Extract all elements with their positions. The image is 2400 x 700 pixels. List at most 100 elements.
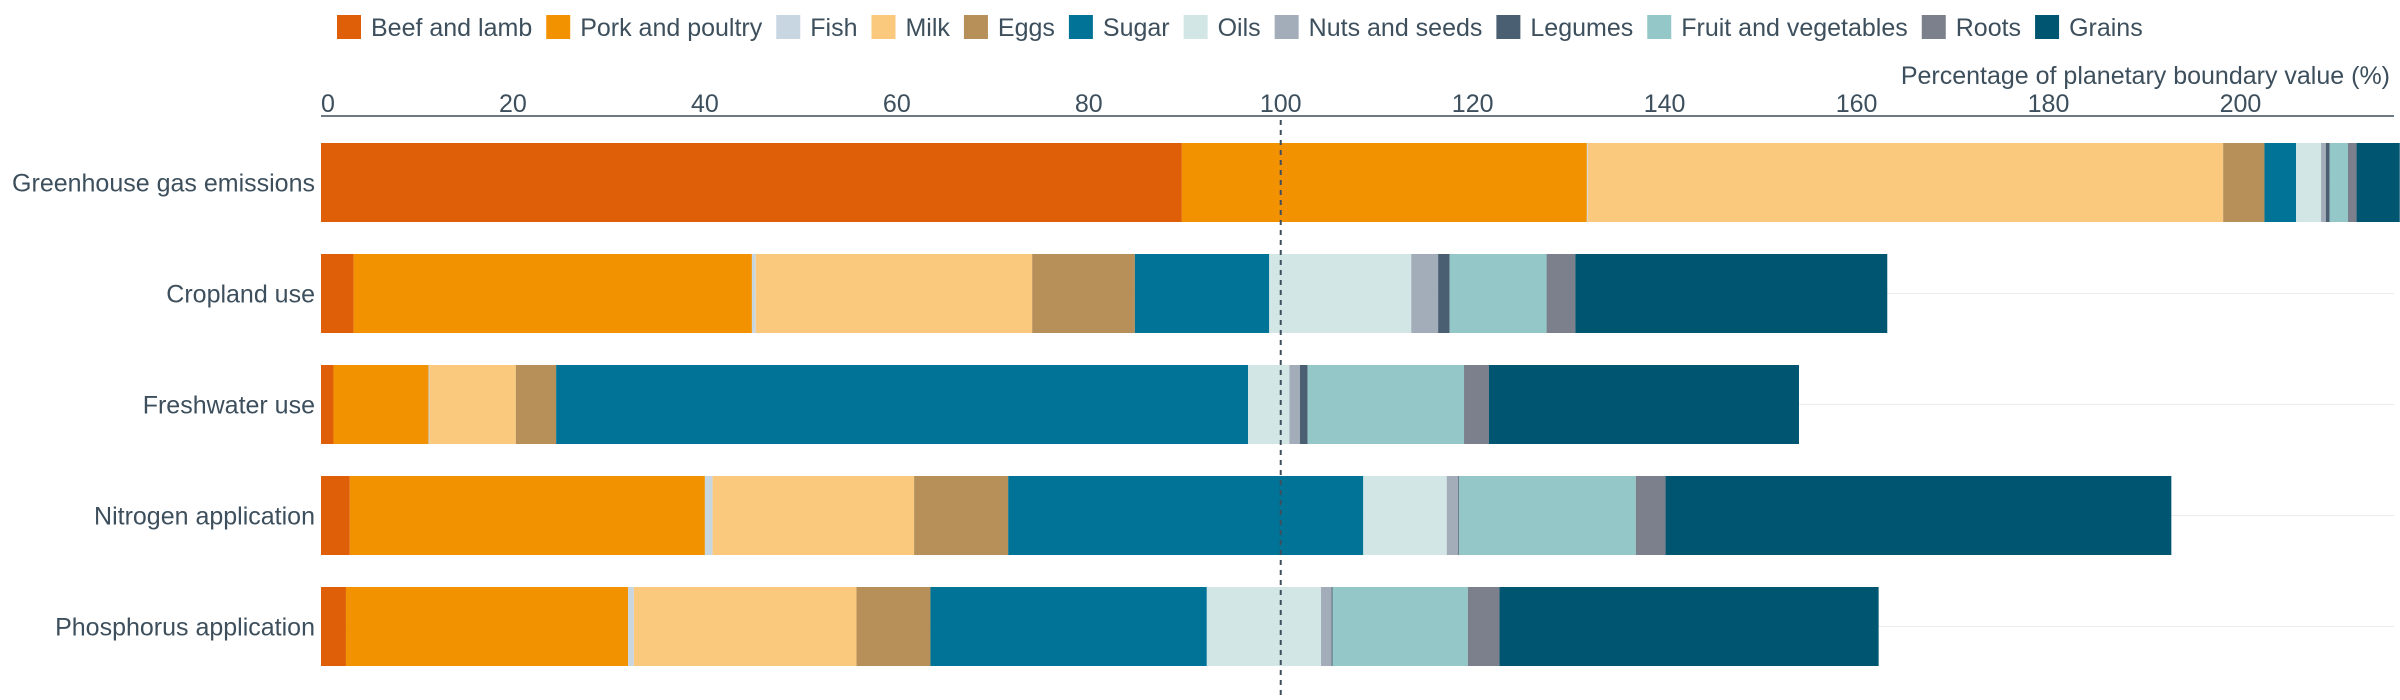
- legend-swatch-sugar: [1068, 15, 1093, 39]
- x-tick-label-20: 20: [499, 90, 527, 118]
- bar-cropland-use-legumes: [1438, 254, 1450, 333]
- legend-swatch-pork-and-poultry: [546, 15, 571, 39]
- bar-greenhouse-gas-emissions-roots: [2347, 143, 2357, 222]
- bar-cropland-use-milk: [755, 254, 1033, 333]
- legend-label-milk: Milk: [905, 14, 950, 42]
- bar-phosphorus-application-legumes: [1331, 587, 1333, 666]
- legend-swatch-milk: [871, 15, 896, 39]
- bar-greenhouse-gas-emissions-nuts-and-seeds: [2321, 143, 2326, 222]
- bar-greenhouse-gas-emissions-fruit-and-vegetables: [2329, 143, 2348, 222]
- legend-label-legumes: Legumes: [1530, 14, 1633, 42]
- bar-greenhouse-gas-emissions-legumes: [2325, 143, 2330, 222]
- bar-nitrogen-application-fruit-and-vegetables: [1459, 476, 1636, 555]
- bar-freshwater-use-sugar: [556, 365, 1249, 444]
- category-labels: Greenhouse gas emissions Cropland use Fres…: [12, 170, 315, 642]
- legend-label-fish: Fish: [810, 14, 857, 42]
- bar-nitrogen-application-nuts-and-seeds: [1446, 476, 1459, 555]
- x-tick-label-140: 140: [1644, 90, 1686, 118]
- bar-phosphorus-application-oils: [1206, 587, 1322, 666]
- legend-swatch-roots: [1921, 15, 1946, 39]
- bar-freshwater-use-legumes: [1299, 365, 1308, 444]
- bar-cropland-use-fruit-and-vegetables: [1449, 254, 1547, 333]
- bar-freshwater-use-beef-and-lamb: [321, 365, 334, 444]
- x-tick-label-60: 60: [883, 90, 911, 118]
- legend-swatch-oils: [1183, 15, 1208, 39]
- bar-cropland-use-eggs: [1032, 254, 1135, 333]
- bar-greenhouse-gas-emissions-grains: [2356, 143, 2400, 222]
- x-tick-label-100: 100: [1260, 90, 1302, 118]
- category-label-freshwater-use: Freshwater use: [143, 392, 315, 420]
- bar-freshwater-use-nuts-and-seeds: [1289, 365, 1300, 444]
- legend-label-roots: Roots: [1956, 14, 2021, 42]
- bar-nitrogen-application-beef-and-lamb: [321, 476, 350, 555]
- bar-cropland-use-nuts-and-seeds: [1411, 254, 1439, 333]
- legend-swatch-fruit-and-vegetables: [1647, 15, 1672, 39]
- bar-nitrogen-application-fish: [704, 476, 713, 555]
- bar-phosphorus-application-fruit-and-vegetables: [1332, 587, 1468, 666]
- bar-nitrogen-application-milk: [712, 476, 915, 555]
- bar-freshwater-use-fish: [428, 365, 430, 444]
- bar-greenhouse-gas-emissions-eggs: [2223, 143, 2265, 222]
- bar-freshwater-use-roots: [1464, 365, 1489, 444]
- bar-phosphorus-application-grains: [1499, 587, 1879, 666]
- bar-greenhouse-gas-emissions-sugar: [2264, 143, 2297, 222]
- bar-phosphorus-application-eggs: [856, 587, 931, 666]
- legend-label-grains: Grains: [2069, 14, 2143, 42]
- x-tick-label-40: 40: [691, 90, 719, 118]
- bar-nitrogen-application-oils: [1363, 476, 1447, 555]
- x-tick-label-180: 180: [2028, 90, 2070, 118]
- bar-greenhouse-gas-emissions-pork-and-poultry: [1181, 143, 1587, 222]
- legend-label-fruit-and-vegetables: Fruit and vegetables: [1681, 14, 1908, 42]
- bar-nitrogen-application-sugar: [1008, 476, 1364, 555]
- bar-greenhouse-gas-emissions-beef-and-lamb: [321, 143, 1182, 222]
- legend-swatch-beef-and-lamb: [337, 15, 361, 39]
- x-tick-label-0: 0: [321, 90, 335, 118]
- category-label-nitrogen-application: Nitrogen application: [94, 503, 315, 531]
- bar-greenhouse-gas-emissions-milk: [1587, 143, 2224, 222]
- x-axis: 0 20 40 60 80 100 120 140 160 180 200: [321, 90, 2394, 118]
- bar-greenhouse-gas-emissions-oils: [2296, 143, 2322, 222]
- category-label-cropland-use: Cropland use: [166, 281, 315, 309]
- bar-freshwater-use-pork-and-poultry: [333, 365, 429, 444]
- bar-phosphorus-application-sugar: [930, 587, 1207, 666]
- bar-freshwater-use-grains: [1488, 365, 1799, 444]
- x-axis-title: Percentage of planetary boundary value (…: [1901, 62, 2390, 90]
- bar-nitrogen-application-eggs: [914, 476, 1009, 555]
- bar-cropland-use-fish: [751, 254, 756, 333]
- bar-phosphorus-application-roots: [1467, 587, 1500, 666]
- legend-label-eggs: Eggs: [998, 14, 1055, 42]
- bar-phosphorus-application-nuts-and-seeds: [1321, 587, 1332, 666]
- x-tick-label-120: 120: [1452, 90, 1494, 118]
- x-tick-label-160: 160: [1836, 90, 1878, 118]
- bar-freshwater-use-oils: [1248, 365, 1290, 444]
- bar-nitrogen-application-pork-and-poultry: [349, 476, 705, 555]
- bar-nitrogen-application-grains: [1665, 476, 2172, 555]
- bar-phosphorus-application-beef-and-lamb: [321, 587, 346, 666]
- category-label-greenhouse-gas-emissions: Greenhouse gas emissions: [12, 170, 315, 198]
- bar-greenhouse-gas-emissions-fish: [1586, 143, 1588, 222]
- bar-cropland-use-roots: [1546, 254, 1576, 333]
- bar-nitrogen-application-roots: [1635, 476, 1666, 555]
- bar-phosphorus-application-pork-and-poultry: [345, 587, 629, 666]
- bar-freshwater-use-fruit-and-vegetables: [1307, 365, 1465, 444]
- bar-freshwater-use-milk: [429, 365, 516, 444]
- bar-phosphorus-application-milk: [633, 587, 857, 666]
- legend-swatch-grains: [2035, 15, 2060, 39]
- x-tick-label-80: 80: [1075, 90, 1103, 118]
- bar-cropland-use-grains: [1575, 254, 1888, 333]
- legend: Beef and lamb Pork and poultry Fish Milk Egg…: [337, 14, 2143, 42]
- bar-cropland-use-oils: [1269, 254, 1412, 333]
- legend-label-beef-and-lamb: Beef and lamb: [371, 14, 532, 42]
- bar-cropland-use-pork-and-poultry: [353, 254, 752, 333]
- legend-swatch-fish: [776, 15, 801, 39]
- legend-swatch-nuts-and-seeds: [1274, 15, 1299, 39]
- bar-cropland-use-beef-and-lamb: [321, 254, 354, 333]
- category-label-phosphorus-application: Phosphorus application: [55, 614, 315, 642]
- bar-freshwater-use-eggs: [515, 365, 557, 444]
- legend-label-pork-and-poultry: Pork and poultry: [580, 14, 763, 42]
- bar-cropland-use-sugar: [1134, 254, 1270, 333]
- bar-nitrogen-application-legumes: [1458, 476, 1460, 555]
- bars: [321, 143, 2400, 666]
- x-tick-label-200: 200: [2220, 90, 2262, 118]
